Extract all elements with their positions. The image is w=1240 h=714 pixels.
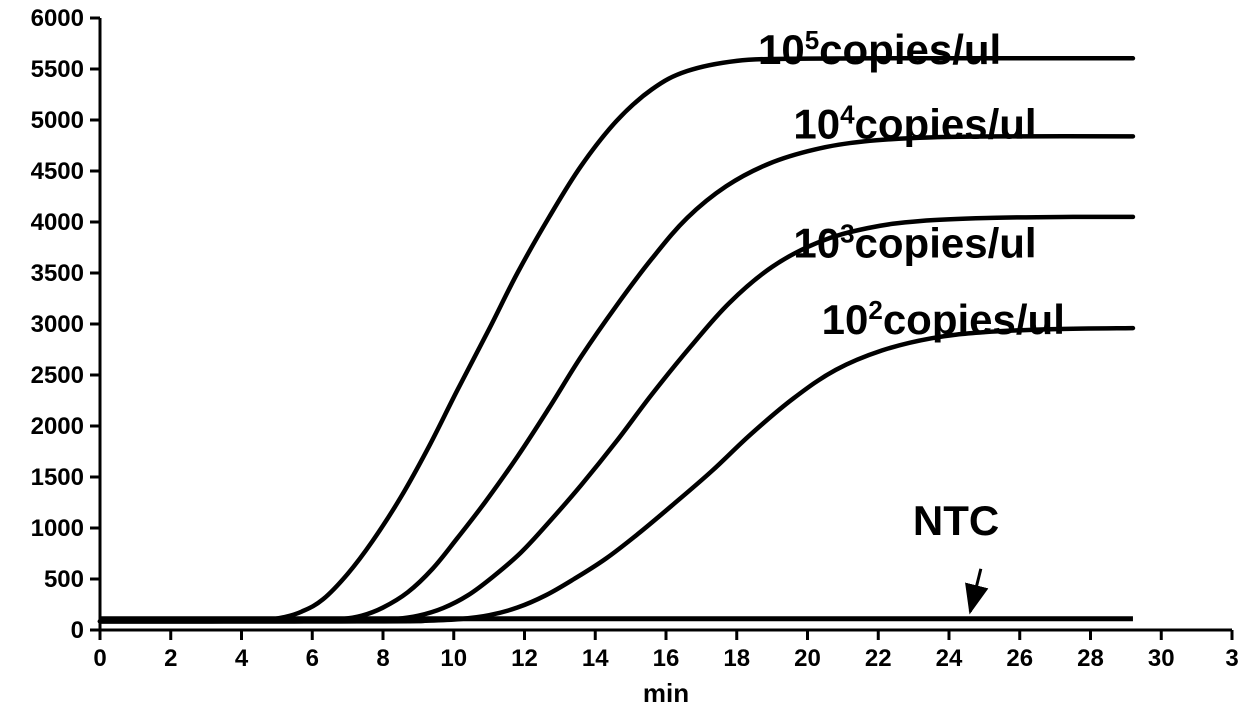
amplification-chart: 0 500 1000 1500 2000 2500 3000 3500 4000 4500 5000… — [0, 0, 1240, 714]
y-tick-label: 5500 — [31, 56, 84, 83]
chart-background — [0, 0, 1240, 714]
y-tick-label: 500 — [44, 566, 84, 593]
x-tick-label: 16 — [653, 645, 680, 672]
y-tick-label: 6000 — [31, 5, 84, 32]
x-tick-label: 8 — [376, 645, 389, 672]
x-tick-label: 12 — [511, 645, 538, 672]
x-tick-label: 30 — [1148, 645, 1175, 672]
x-tick-label: 6 — [306, 645, 319, 672]
x-tick-label: 20 — [794, 645, 821, 672]
x-tick-label: 4 — [235, 645, 249, 672]
x-tick-label: 26 — [1006, 645, 1033, 672]
y-tick-label: 5000 — [31, 107, 84, 134]
y-tick-label: 4000 — [31, 209, 84, 236]
series-label: 103copies/ul — [793, 219, 1036, 267]
x-tick-label: 10 — [440, 645, 467, 672]
x-axis-label: min — [643, 678, 689, 708]
y-tick-label: 2500 — [31, 362, 84, 389]
y-tick-label: 2000 — [31, 413, 84, 440]
ntc-label: NTC — [913, 497, 999, 544]
x-tick-label: 28 — [1077, 645, 1104, 672]
series-label: 104copies/ul — [793, 99, 1036, 147]
series-label: 105copies/ul — [758, 25, 1001, 73]
x-tick-label: 2 — [164, 645, 177, 672]
x-tick-label: 3 — [1225, 645, 1238, 672]
y-tick-label: 3000 — [31, 311, 84, 338]
y-tick-label: 1000 — [31, 515, 84, 542]
x-tick-label: 22 — [865, 645, 892, 672]
x-tick-label: 18 — [723, 645, 750, 672]
x-tick-label: 14 — [582, 645, 609, 672]
y-tick-label: 0 — [71, 617, 84, 644]
y-tick-label: 3500 — [31, 260, 84, 287]
y-tick-label: 1500 — [31, 464, 84, 491]
y-tick-label: 4500 — [31, 158, 84, 185]
x-tick-label: 0 — [93, 645, 106, 672]
series-label: 102copies/ul — [822, 295, 1065, 343]
x-tick-label: 24 — [936, 645, 963, 672]
